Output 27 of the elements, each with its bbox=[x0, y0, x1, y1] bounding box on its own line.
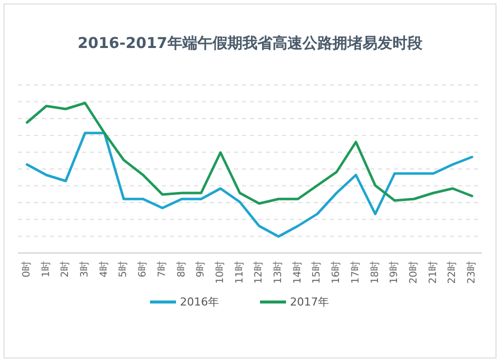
legend-label: 2017年 bbox=[290, 296, 329, 308]
x-tick-label: 17时 bbox=[349, 261, 362, 284]
x-tick-label: 15时 bbox=[310, 261, 323, 284]
x-tick-label: 19时 bbox=[388, 261, 400, 284]
x-tick-label: 9时 bbox=[194, 261, 207, 278]
x-tick-label: 20时 bbox=[407, 261, 420, 284]
x-tick-label: 23时 bbox=[466, 261, 478, 284]
x-tick-label: 11时 bbox=[233, 261, 246, 284]
x-tick-label: 12时 bbox=[252, 261, 265, 284]
x-tick-label: 2时 bbox=[59, 261, 72, 278]
x-tick-label: 18时 bbox=[368, 261, 381, 284]
chart-title: 2016-2017年端午假期我省高速公路拥堵易发时段 bbox=[78, 34, 424, 52]
x-tick-label: 16时 bbox=[330, 261, 342, 284]
x-tick-label: 22时 bbox=[446, 261, 458, 284]
x-tick-label: 14时 bbox=[291, 261, 304, 284]
x-tick-label: 10时 bbox=[214, 261, 226, 284]
x-tick-label: 7时 bbox=[156, 261, 168, 278]
x-tick-label: 3时 bbox=[78, 261, 91, 278]
x-tick-label: 6时 bbox=[136, 261, 149, 278]
legend-label: 2016年 bbox=[180, 296, 219, 308]
x-tick-label: 4时 bbox=[98, 261, 110, 278]
x-tick-label: 21时 bbox=[426, 261, 439, 284]
x-tick-label: 5时 bbox=[117, 261, 130, 278]
x-tick-label: 13时 bbox=[272, 261, 284, 284]
x-tick-label: 8时 bbox=[175, 261, 188, 278]
x-tick-label: 1时 bbox=[40, 261, 52, 278]
x-tick-label: 0时 bbox=[20, 261, 32, 278]
